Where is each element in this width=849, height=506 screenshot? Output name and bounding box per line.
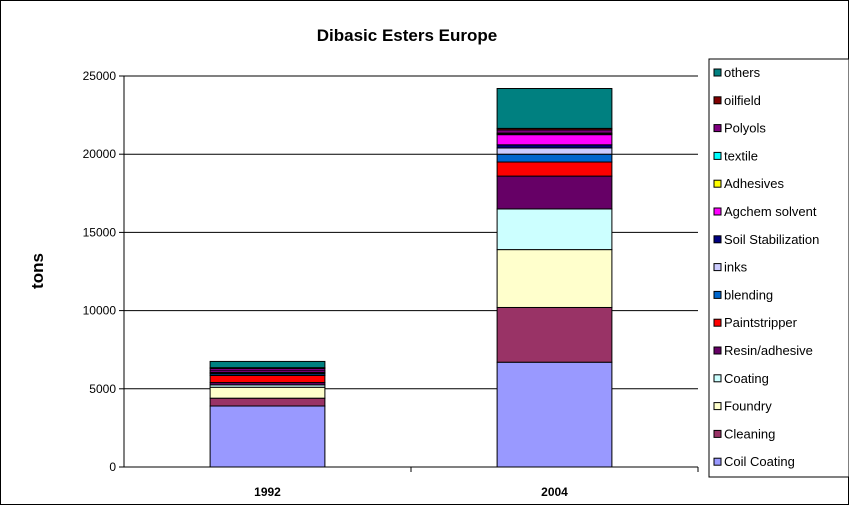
legend-entry: Paintstripper (724, 315, 798, 330)
legend-entry: Soil Stabilization (724, 232, 819, 247)
bar-segment-1992-2 (209, 386, 326, 399)
legend-entry: Resin/adhesive (724, 343, 813, 358)
bar-segment-2004-2 (496, 249, 613, 308)
bar-segment-2004-7 (496, 147, 613, 155)
legend-swatch (713, 179, 722, 188)
x-category-label: 2004 (541, 485, 568, 499)
bars (209, 88, 613, 468)
bar-segment-1992-0 (209, 405, 326, 468)
legend-swatch (713, 346, 722, 355)
legend-swatch (713, 457, 722, 466)
legend-swatch (713, 290, 722, 299)
legend-swatch (713, 124, 722, 133)
legend-swatch (713, 235, 722, 244)
legend-entry: inks (724, 260, 748, 275)
chart-title: Dibasic Esters Europe (317, 26, 497, 45)
legend-swatch (713, 96, 722, 105)
y-tick-label: 15000 (83, 225, 117, 239)
legend-entry: Coil Coating (724, 454, 795, 469)
x-category-label: 1992 (254, 485, 281, 499)
legend-entry: others (724, 65, 761, 80)
legend-entry: blending (724, 287, 773, 302)
x-axis-categories: 1992 2004 (254, 467, 699, 499)
legend-entry: Polyols (724, 121, 766, 136)
legend-swatch (713, 207, 722, 216)
legend-swatch (713, 318, 722, 327)
legend-entry: Cleaning (724, 426, 775, 441)
legend-entry: textile (724, 148, 758, 163)
legend-entry: Agchem solvent (724, 204, 817, 219)
legend-entry: Adhesives (724, 176, 784, 191)
y-tick-label: 0 (109, 460, 116, 474)
y-tick-label: 25000 (83, 69, 117, 83)
legend-swatch (713, 263, 722, 272)
bar-segment-1992-14 (209, 360, 326, 369)
legend-swatch (713, 374, 722, 383)
y-axis-label: tons (28, 253, 47, 289)
legend-swatch (713, 429, 722, 438)
bar-segment-2004-9 (496, 134, 613, 146)
y-tick-label: 10000 (83, 304, 117, 318)
bar-segment-2004-14 (496, 88, 613, 129)
y-axis-ticks: 0 5000 10000 15000 20000 25000 (83, 69, 124, 474)
legend-swatch (713, 68, 722, 77)
bar-segment-1992-5 (209, 375, 326, 384)
bar-segment-2004-1 (496, 306, 613, 363)
y-tick-label: 20000 (83, 147, 117, 161)
bar-segment-1992-1 (209, 397, 326, 407)
legend-entry: oilfield (724, 93, 761, 108)
legend-swatch (713, 151, 722, 160)
y-tick-label: 5000 (89, 382, 116, 396)
legend-swatch (713, 402, 722, 411)
bar-segment-2004-4 (496, 175, 613, 210)
legend: others oilfield Polyols textile Adhesives Agc… (708, 58, 849, 478)
bar-segment-2004-5 (496, 161, 613, 177)
legend-box (708, 58, 849, 478)
legend-entry: Foundry (724, 399, 772, 414)
bar-segment-2004-0 (496, 361, 613, 468)
legend-entry: Coating (724, 371, 769, 386)
bar-segment-2004-3 (496, 208, 613, 251)
bar-segment-2004-6 (496, 153, 613, 163)
